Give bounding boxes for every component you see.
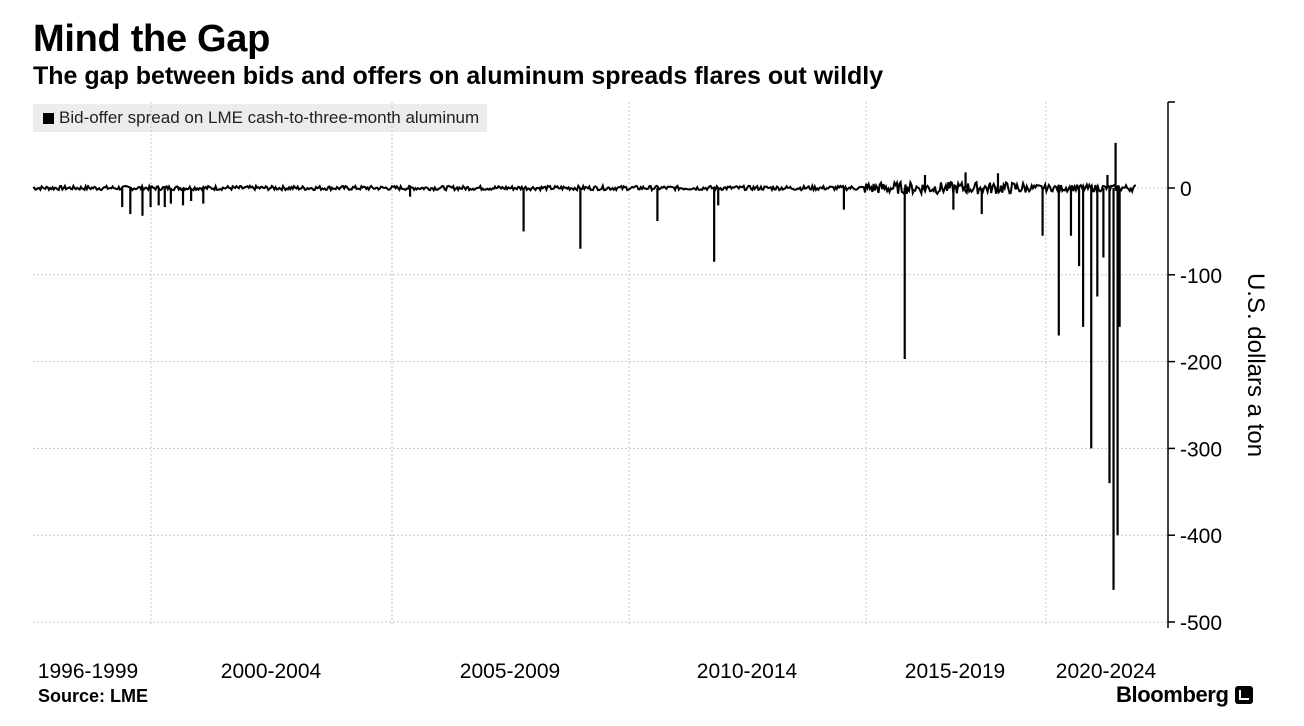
legend-swatch (43, 112, 54, 124)
chart-title: Mind the Gap (33, 18, 271, 60)
y-tick-label: 0 (1180, 178, 1192, 201)
y-tick-label: -500 (1180, 612, 1222, 635)
x-tick-label: 2005-2009 (460, 660, 560, 683)
legend-label: Bid-offer spread on LME cash-to-three-mo… (59, 108, 480, 127)
terminal-icon (1234, 686, 1253, 704)
x-tick-label: 2010-2014 (697, 660, 798, 683)
y-axis: 0 -100 -200 -300 -400 -500 (1167, 101, 1222, 635)
bloomberg-logo: Bloomberg (1116, 682, 1253, 708)
x-tick-label: 2000-2004 (221, 660, 322, 683)
y-tick-label: -200 (1180, 352, 1222, 375)
legend: Bid-offer spread on LME cash-to-three-mo… (33, 104, 488, 132)
y-axis-title: U.S. dollars a ton (1242, 273, 1269, 457)
series-baseline-trace (32, 179, 1137, 198)
x-tick-label: 2015-2019 (905, 660, 1005, 683)
brand-label: Bloomberg (1116, 682, 1229, 707)
source-note: Source: LME (38, 686, 149, 706)
x-tick-label: 1996-1999 (38, 660, 138, 683)
x-axis: 1996-1999 2000-2004 2005-2009 2010-2014 2015… (38, 660, 1157, 683)
y-tick-label: -100 (1180, 265, 1222, 288)
chart-subtitle: The gap between bids and offers on alumi… (33, 62, 884, 90)
x-tick-label: 2020-2024 (1056, 660, 1157, 683)
y-tick-label: -300 (1180, 438, 1222, 461)
y-tick-label: -400 (1180, 525, 1222, 548)
series-line (32, 142, 1137, 590)
